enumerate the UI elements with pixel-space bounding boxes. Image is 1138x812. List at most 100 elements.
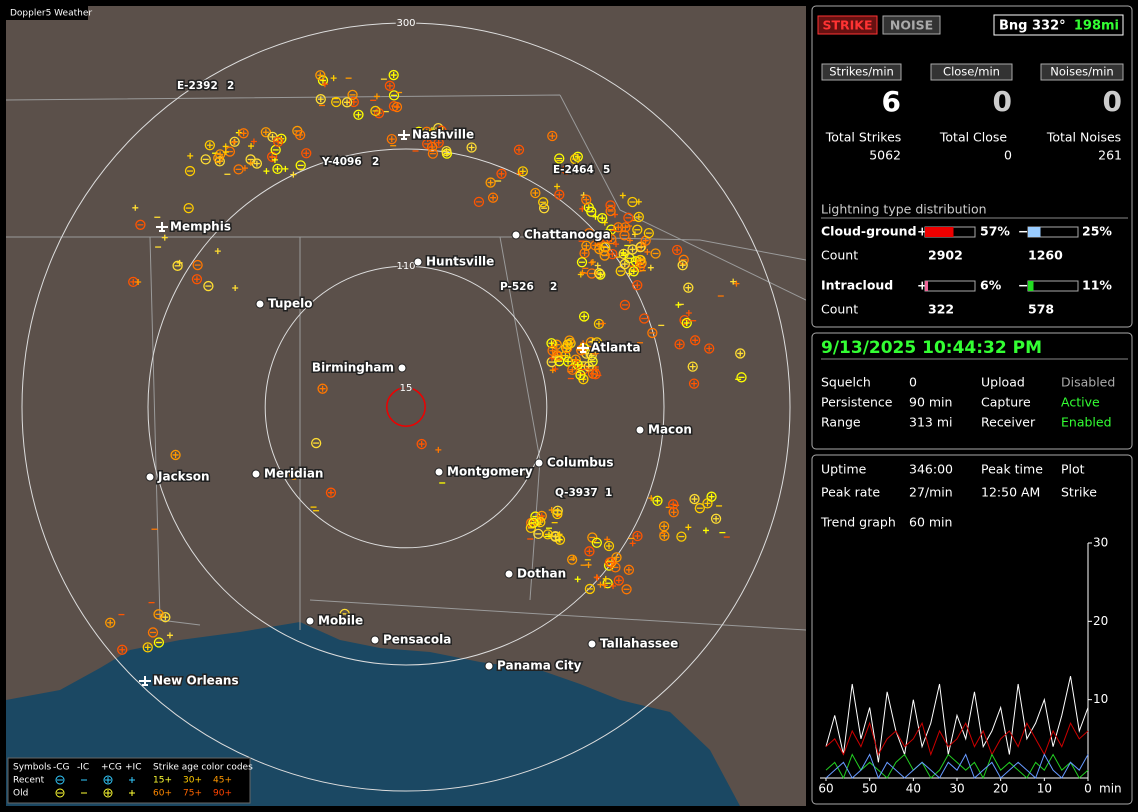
strike-circle <box>538 197 549 208</box>
strike-circle <box>575 369 586 381</box>
setting-text: Capture <box>981 395 1031 410</box>
setting-text: Active <box>1061 395 1100 410</box>
strike-circle <box>604 557 616 568</box>
strike-circle <box>647 327 658 339</box>
strike-symbol <box>674 339 685 350</box>
strike-symbol <box>554 356 565 367</box>
rate-value: 0 <box>1103 85 1122 118</box>
strike-symbol <box>295 129 306 141</box>
strike-symbol <box>413 126 425 137</box>
strike-symbol <box>317 75 329 86</box>
x-tick-label: 60 <box>818 782 833 796</box>
city-label: Atlanta <box>591 341 641 355</box>
strike-symbol <box>579 247 590 259</box>
strike-sign <box>689 363 696 370</box>
strike-symbol <box>388 69 399 81</box>
strike-symbol <box>191 274 203 285</box>
strike-sign <box>490 194 497 201</box>
strike-sign <box>274 165 281 172</box>
legend-icon <box>55 775 65 785</box>
mode-button[interactable] <box>817 15 878 35</box>
strike-symbol <box>678 254 689 265</box>
strike-circle <box>605 200 616 211</box>
strike-circle <box>496 168 507 179</box>
strike-symbol <box>569 153 581 165</box>
strike-symbol <box>370 105 381 117</box>
strike-circle <box>627 244 638 255</box>
strike-symbol <box>427 148 439 159</box>
strike-symbol <box>581 194 592 205</box>
strike-circle <box>466 142 477 153</box>
strike-symbol <box>628 266 639 277</box>
strike-sign <box>615 577 622 584</box>
strike-circle <box>561 164 572 176</box>
strike-symbol <box>676 531 687 542</box>
y-tick-label: 20 <box>1093 614 1108 628</box>
range-label: 15 <box>400 383 413 394</box>
total-label: Total Noises <box>1046 130 1121 145</box>
strike-symbol <box>496 168 507 179</box>
strike-sign <box>107 619 114 626</box>
mode-button[interactable] <box>882 15 941 35</box>
strike-sign <box>262 129 269 136</box>
city-dot <box>251 469 261 479</box>
range-ring <box>264 265 548 549</box>
strike-sign <box>548 340 555 347</box>
strike-sign <box>610 582 617 589</box>
setting-text: Upload <box>981 375 1025 390</box>
strike-circle <box>347 89 358 101</box>
strike-symbol <box>347 89 358 101</box>
strike-sign <box>549 347 556 354</box>
strike-symbol <box>556 531 563 538</box>
strike-sign <box>691 496 698 503</box>
strike-symbol <box>473 196 485 208</box>
strike-circle <box>172 260 183 271</box>
strike-circle <box>295 129 306 141</box>
strike-symbol <box>652 495 663 506</box>
mode-button-label[interactable]: STRIKE <box>822 18 872 33</box>
strike-sign <box>232 285 239 292</box>
strike-symbol <box>282 165 289 172</box>
strike-symbol <box>132 204 139 211</box>
airport-icon <box>156 222 168 232</box>
strike-symbol <box>694 503 705 514</box>
strike-circle <box>547 130 558 142</box>
strike-symbol <box>592 213 599 220</box>
strike-symbol <box>650 248 661 259</box>
strike-circle <box>487 192 499 203</box>
legend: Symbols -CG -IC +CG +IC Recent Old Strike age c… <box>7 757 253 804</box>
strike-circle <box>593 267 605 279</box>
city-label: Macon <box>648 423 692 437</box>
strike-sign <box>487 179 494 186</box>
strike-symbol <box>373 93 380 100</box>
strike-circle <box>619 299 631 311</box>
strike-sign <box>585 204 592 211</box>
legend-symbol: -CG <box>53 763 70 773</box>
x-tick-label: 20 <box>993 782 1008 796</box>
strike-circle <box>353 109 364 120</box>
sign: + <box>917 224 927 239</box>
strike-circle <box>683 282 694 293</box>
strike-sign <box>609 251 616 258</box>
strike-sign <box>626 237 633 244</box>
strike-circle <box>311 437 322 449</box>
storm-cell-id: E-2464 <box>553 164 594 176</box>
strike-sign <box>661 523 668 530</box>
strike-symbol <box>586 350 597 361</box>
total-value: 0 <box>1004 148 1012 163</box>
strike-circle <box>315 70 326 81</box>
strike-symbol <box>599 320 606 327</box>
mode-button-label[interactable]: NOISE <box>890 18 933 33</box>
strike-symbol <box>192 259 203 271</box>
strike-sign <box>674 247 681 254</box>
setting-text: 90 min <box>909 395 952 410</box>
strike-sign <box>373 93 380 100</box>
x-tick-label: 0 <box>1084 782 1092 796</box>
strike-circle <box>192 259 203 271</box>
strike-symbol <box>230 139 237 146</box>
strike-symbol <box>610 562 621 573</box>
trend-line <box>825 676 1089 763</box>
strike-sign <box>193 276 200 283</box>
strike-symbol <box>271 156 278 163</box>
strike-sign <box>214 248 221 255</box>
